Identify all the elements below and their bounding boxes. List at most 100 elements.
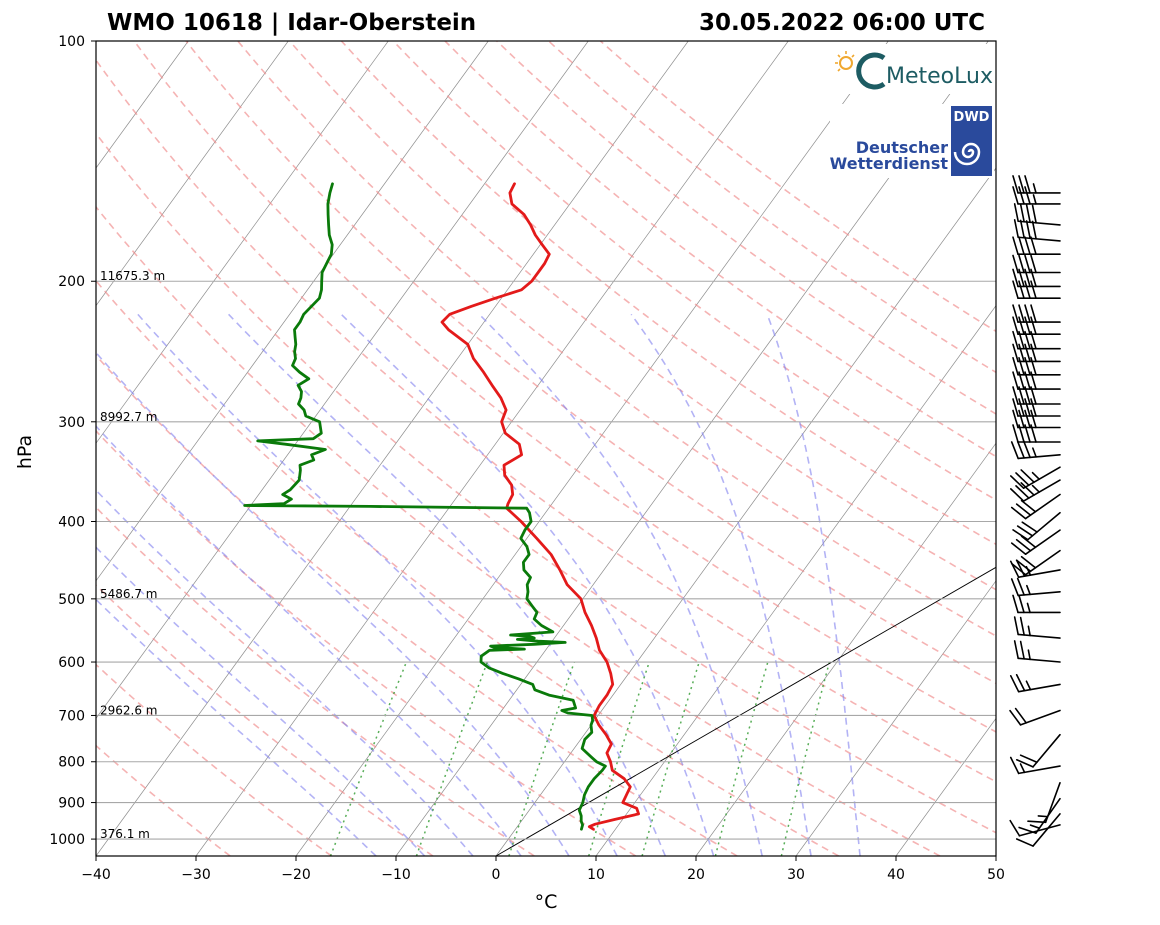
dry-adiabat xyxy=(96,279,839,856)
wind-barb xyxy=(1012,424,1061,443)
x-tick-label: −20 xyxy=(281,867,311,883)
wind-barb xyxy=(1009,707,1061,726)
y-tick-label: 600 xyxy=(58,655,85,671)
profile-series xyxy=(243,182,640,831)
height-label: 2962.6 m xyxy=(100,703,158,717)
y-tick-label: 800 xyxy=(58,755,85,771)
dry-adiabat xyxy=(96,584,434,856)
x-tick-label: −10 xyxy=(381,867,411,883)
isotherm xyxy=(96,41,289,307)
y-axis-label: hPa xyxy=(14,435,36,469)
dry-adiabat xyxy=(96,663,332,856)
moist-adiabat xyxy=(478,313,763,856)
dewpoint-profile xyxy=(243,182,607,831)
x-axis: −40 −30 −20 −10 0 10 20 30 40 50 xyxy=(81,856,1005,883)
wind-barb xyxy=(1009,479,1061,502)
dry-adiabat xyxy=(237,41,996,637)
height-label: 376.1 m xyxy=(100,827,150,841)
x-tick-label: 20 xyxy=(687,867,705,883)
moist-adiabat xyxy=(137,313,618,856)
isotherm xyxy=(96,41,389,444)
moist-adiabat xyxy=(766,314,861,856)
moist-adiabat xyxy=(96,546,426,856)
wind-barb xyxy=(1010,440,1061,460)
height-label: 8992.7 m xyxy=(100,410,158,424)
dry-adiabat xyxy=(444,41,996,458)
y-tick-label: 700 xyxy=(58,708,85,724)
mixing-ratio-line xyxy=(641,661,700,856)
dry-adiabat xyxy=(96,205,941,856)
mixing-ratio-line xyxy=(329,661,408,856)
y-tick-label: 900 xyxy=(58,796,85,812)
moist-adiabat xyxy=(630,313,812,856)
moist-adiabat xyxy=(96,351,570,856)
wind-barb xyxy=(1012,511,1061,541)
chart-title: WMO 10618 | Idar-Oberstein xyxy=(107,10,476,36)
moist-adiabat xyxy=(96,489,474,856)
wind-barb xyxy=(1012,175,1061,194)
height-labels: 11675.3 m 8992.7 m 5486.7 m 2962.6 m 376.1 m xyxy=(100,269,165,841)
dwd-text-line2: Wetterdienst xyxy=(830,154,949,173)
isotherm xyxy=(495,167,996,856)
wind-barbs xyxy=(1009,175,1061,847)
y-tick-label: 400 xyxy=(58,514,85,530)
isotherm xyxy=(595,305,996,856)
moist-adiabat xyxy=(228,313,667,856)
dwd-spiral-icon xyxy=(953,142,981,166)
wind-barb xyxy=(1013,640,1061,663)
dry-adiabat xyxy=(392,41,996,501)
dwd-text-line1: Deutscher xyxy=(856,138,948,157)
dry-adiabat xyxy=(96,506,535,856)
wind-barb xyxy=(1010,493,1061,520)
y-tick-label: 100 xyxy=(58,34,85,50)
wind-barb xyxy=(1012,386,1061,405)
wind-barb xyxy=(1010,529,1061,555)
sun-icon xyxy=(839,56,853,70)
dry-adiabat xyxy=(96,132,996,834)
wind-barb xyxy=(1013,616,1061,639)
moist-adiabat xyxy=(96,425,522,856)
wind-barb xyxy=(1012,236,1061,255)
wind-barb xyxy=(1012,398,1061,417)
isotherm xyxy=(96,41,689,856)
moist-adiabat xyxy=(340,313,715,856)
dry-adiabat xyxy=(288,41,996,591)
isotherm xyxy=(895,717,996,856)
mixing-ratio-line xyxy=(780,661,831,856)
wind-barb xyxy=(1010,577,1061,597)
wind-barb xyxy=(1012,280,1061,300)
meteolux-swirl-icon xyxy=(856,52,886,90)
meteolux-text: MeteoLux xyxy=(886,64,993,89)
wind-barb xyxy=(1009,559,1061,578)
wind-barb xyxy=(1012,316,1061,336)
reference-line xyxy=(495,566,996,856)
wind-barb xyxy=(1012,343,1061,363)
wind-barb xyxy=(1012,186,1061,205)
dry-adiabat xyxy=(133,41,996,733)
height-label: 5486.7 m xyxy=(100,587,158,601)
x-tick-label: 40 xyxy=(887,867,905,883)
wind-barb xyxy=(1013,219,1061,242)
isotherm xyxy=(96,41,589,719)
wind-barb xyxy=(1009,673,1061,693)
wind-barb xyxy=(1012,594,1061,614)
dwd-badge-text: DWD xyxy=(954,110,990,125)
chart-datetime: 30.05.2022 06:00 UTC xyxy=(699,10,985,36)
background-lines xyxy=(96,41,996,856)
mixing-ratio-line xyxy=(587,661,650,856)
x-tick-label: 10 xyxy=(587,867,605,883)
wind-barb xyxy=(1013,203,1061,226)
wind-barb xyxy=(1009,819,1061,837)
y-tick-label: 300 xyxy=(58,415,85,431)
wind-barb xyxy=(1012,371,1061,390)
dry-adiabat xyxy=(96,58,996,783)
height-label: 11675.3 m xyxy=(100,269,165,283)
x-tick-label: −30 xyxy=(181,867,211,883)
plot-frame xyxy=(95,40,997,857)
dwd-logo: DWD Deutscher Wetterdienst xyxy=(830,104,994,178)
isotherm xyxy=(96,41,489,582)
wind-barb xyxy=(1012,268,1061,288)
dry-adiabat xyxy=(96,354,738,856)
moist-adiabat xyxy=(96,598,377,856)
